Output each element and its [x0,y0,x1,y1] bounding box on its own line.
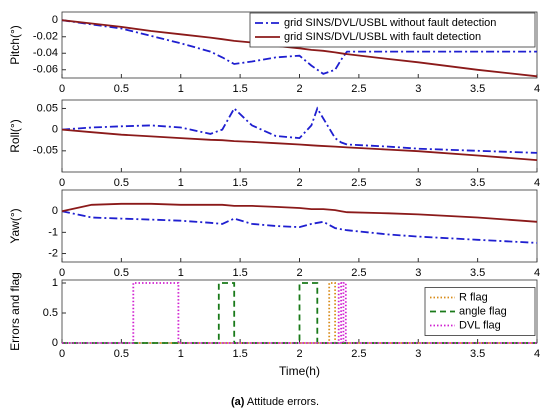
x-tick-label: 4 [534,83,540,95]
x-tick-label: 4 [534,177,540,189]
series-line [61,210,538,244]
y-tick-label: 0 [52,14,58,26]
x-tick-label: 1.5 [232,267,247,279]
x-tick-label: 3.5 [470,83,485,95]
x-tick-label: 1 [178,177,184,189]
legend-label: angle flag [459,305,507,317]
x-tick-label: 3.5 [470,267,485,279]
legend-label: R flag [459,291,488,303]
y-tick-label: 0 [52,337,58,349]
x-tick-label: 0.5 [114,177,129,189]
legend-label: grid SINS/DVL/USBL without fault detecti… [284,17,496,29]
y-tick-label: -0.02 [33,31,58,43]
x-tick-label: 2.5 [351,83,366,95]
x-tick-label: 2 [296,267,302,279]
x-tick-label: 1 [178,348,184,360]
x-tick-label: 0 [59,177,65,189]
x-tick-label: 0 [59,348,65,360]
flag-line [62,282,537,344]
x-tick-label: 4 [534,348,540,360]
x-tick-label: 1.5 [232,177,247,189]
y-axis-label: Pitch(°) [8,25,22,64]
x-tick-label: 1.5 [232,83,247,95]
y-tick-label: 0 [52,124,58,136]
y-tick-label: -0.06 [33,64,58,76]
x-tick-label: 3 [415,267,421,279]
x-tick-label: 3.5 [470,177,485,189]
y-tick-label: -1 [48,226,58,238]
y-tick-label: -2 [48,247,58,259]
series-line [61,19,537,75]
flag-line [62,282,537,344]
x-tick-label: 2.5 [351,177,366,189]
series-line [61,106,538,154]
series-line [61,128,538,161]
legend: grid SINS/DVL/USBL without fault detecti… [249,12,536,48]
y-tick-label: -0.04 [33,47,58,59]
x-tick-label: 2.5 [351,267,366,279]
legend-label: DVL flag [459,319,501,331]
y-axis-label: Roll(°) [8,119,22,152]
x-tick-label: 4 [534,267,540,279]
x-tick-label: 2 [296,83,302,95]
y-tick-label: 0.5 [43,307,58,319]
plot-frame [61,189,538,263]
x-tick-label: 0.5 [114,267,129,279]
x-tick-label: 1.5 [232,348,247,360]
legend: R flag angle flag DVL flag [424,287,536,336]
y-tick-label: 0.05 [37,102,58,114]
y-tick-label: -0.05 [33,145,58,157]
x-tick-label: 2 [296,177,302,189]
caption-label: (a) [231,396,245,408]
x-tick-label: 3 [415,177,421,189]
legend-label: grid SINS/DVL/USBL with fault detection [284,31,481,43]
legend-box [249,12,536,48]
y-axis-label: Errors and flag [8,272,22,351]
x-tick-label: 1 [178,267,184,279]
x-tick-label: 0 [59,83,65,95]
y-tick-label: 1 [52,277,58,289]
x-tick-label: 0.5 [114,83,129,95]
x-tick-label: 3 [415,348,421,360]
caption-text: Attitude errors. [247,396,319,408]
y-axis-label: Yaw(°) [8,208,22,243]
x-tick-label: 3.5 [470,348,485,360]
x-axis-label: Time(h) [279,364,320,378]
x-tick-label: 3 [415,83,421,95]
series-line [61,202,538,223]
x-tick-label: 0.5 [114,348,129,360]
x-tick-label: 2 [296,348,302,360]
y-tick-label: 0 [52,205,58,217]
x-tick-label: 0 [59,267,65,279]
x-tick-label: 1 [178,83,184,95]
caption: (a) Attitude errors. [231,396,319,408]
x-tick-label: 2.5 [351,348,366,360]
